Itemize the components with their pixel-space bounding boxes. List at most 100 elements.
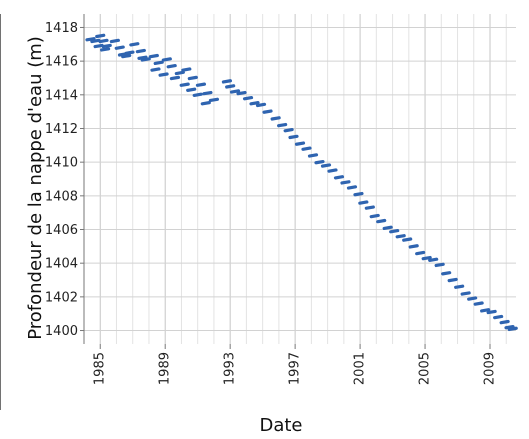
data-point [480, 308, 491, 313]
y-tick-label: 1410 [45, 156, 78, 171]
data-point [376, 218, 387, 224]
data-point [493, 314, 504, 320]
data-point [364, 205, 375, 210]
y-tick-labels: 1400 1402 1404 1406 1408 1410 1412 1414 1416 1418 [45, 21, 84, 339]
data-point [124, 50, 135, 55]
data-point [169, 75, 181, 81]
data-point [181, 67, 192, 72]
data-point [460, 291, 471, 296]
data-point [346, 185, 358, 190]
data-point [179, 82, 190, 87]
data-point [135, 48, 146, 54]
x-tick-label: 1997 [288, 352, 303, 385]
data-point [242, 95, 254, 101]
grid-minor [83, 14, 507, 344]
data-point [294, 141, 306, 146]
y-tick-label: 1412 [45, 122, 78, 137]
data-point [389, 228, 400, 234]
data-point [90, 38, 101, 44]
y-tick-label: 1408 [45, 189, 78, 204]
data-point [340, 180, 351, 185]
data-point [174, 70, 185, 76]
data-point [161, 57, 172, 62]
x-tick-label: 1993 [223, 352, 238, 385]
x-tick-label: 2001 [353, 352, 368, 385]
data-point [288, 134, 299, 140]
data-point [277, 122, 288, 128]
data-point [504, 324, 515, 330]
data-point [158, 72, 169, 77]
data-point [208, 97, 220, 103]
data-point [85, 37, 96, 42]
data-point [236, 90, 247, 96]
data-point [100, 47, 111, 52]
data-point [187, 75, 198, 81]
data-point [200, 101, 211, 106]
data-point [473, 301, 484, 306]
data-point [249, 101, 260, 106]
data-point [382, 225, 393, 231]
data-point [486, 309, 497, 315]
data-point [307, 153, 319, 158]
data-point [101, 43, 112, 49]
grid-major [84, 14, 516, 344]
y-tick-label: 1404 [45, 257, 78, 272]
x-axis-label: Date [259, 415, 302, 436]
y-tick-label: 1414 [45, 88, 78, 103]
data-point [447, 277, 458, 283]
data-point [98, 38, 109, 44]
data-point [150, 67, 161, 72]
data-point [153, 60, 164, 66]
data-point [121, 53, 132, 59]
data-point [129, 42, 140, 47]
data-point [402, 237, 413, 242]
data-point [428, 257, 439, 263]
x-tick-label: 2005 [418, 352, 433, 385]
data-point [93, 43, 104, 49]
data-point [221, 79, 233, 84]
y-tick-label: 1406 [45, 223, 78, 238]
data-points [85, 33, 518, 332]
data-point [114, 45, 125, 50]
y-tick-label: 1402 [45, 290, 78, 305]
data-point [95, 33, 106, 39]
data-point [454, 284, 465, 289]
data-point [225, 84, 236, 89]
data-point [369, 213, 380, 219]
data-point [195, 82, 207, 87]
data-point [186, 87, 197, 92]
data-point [301, 146, 312, 151]
x-tick-label: 2009 [483, 352, 498, 385]
data-point [507, 326, 518, 332]
y-tick-label: 1418 [45, 21, 78, 36]
y-tick-label: 1400 [45, 324, 78, 339]
data-point [327, 168, 338, 173]
data-point [262, 109, 273, 114]
x-tick-label: 1985 [93, 352, 108, 385]
data-point [148, 53, 159, 59]
data-point [434, 262, 445, 268]
data-point [353, 191, 364, 197]
data-point [415, 250, 426, 256]
x-tick-labels: 1985 1989 1993 1997 2001 2005 2009 [93, 344, 498, 385]
y-tick-label: 1416 [45, 55, 78, 70]
data-point [137, 55, 148, 60]
data-point [499, 319, 510, 325]
data-point [140, 57, 151, 62]
data-point [421, 255, 432, 261]
data-point [192, 92, 203, 98]
data-point [270, 116, 281, 121]
data-point [333, 175, 345, 180]
data-point [229, 89, 241, 94]
data-point [320, 163, 332, 168]
data-point [109, 38, 120, 44]
data-point [166, 63, 177, 69]
data-point [202, 90, 213, 96]
y-axis-label: Profondeur de la nappe d'eau (m) [25, 36, 46, 340]
data-point [358, 200, 369, 205]
data-point [283, 127, 294, 133]
x-tick-label: 1989 [158, 352, 173, 385]
data-point [408, 244, 419, 249]
data-point [441, 271, 452, 276]
